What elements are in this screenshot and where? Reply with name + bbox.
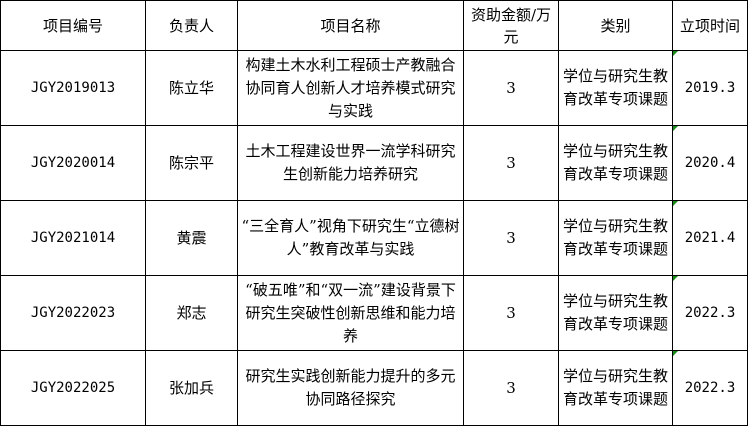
comment-marker-icon bbox=[673, 276, 678, 281]
date-cell: 2021.4 bbox=[672, 200, 748, 276]
header-name: 项目名称 bbox=[237, 0, 464, 51]
date-cell: 2020.4 bbox=[672, 125, 748, 201]
header-date: 立项时间 bbox=[672, 0, 748, 51]
project-id-cell: JGY2020014 bbox=[0, 125, 146, 201]
amount-cell: 3 bbox=[463, 125, 559, 201]
leader-cell: 陈立华 bbox=[145, 50, 238, 126]
project-name-cell: 土木工程建设世界一流学科研究生创新能力培养研究 bbox=[237, 125, 464, 201]
comment-marker-icon bbox=[673, 126, 678, 131]
date-cell: 2022.3 bbox=[672, 275, 748, 351]
project-name-cell: “破五唯”和“双一流”建设背景下研究生突破性创新思维和能力培养 bbox=[237, 275, 464, 351]
header-amount: 资助金额/万元 bbox=[463, 0, 559, 51]
table-row: JGY2019013 陈立华 构建土木水利工程硕士产教融合协同育人创新人才培养模式研… bbox=[0, 50, 748, 126]
project-name-cell: 研究生实践创新能力提升的多元协同路径探究 bbox=[237, 350, 464, 426]
leader-cell: 黄震 bbox=[145, 200, 238, 276]
header-category: 类别 bbox=[558, 0, 673, 51]
amount-cell: 3 bbox=[463, 275, 559, 351]
comment-marker-icon bbox=[673, 201, 678, 206]
leader-cell: 郑志 bbox=[145, 275, 238, 351]
table-row: JGY2022023 郑志 “破五唯”和“双一流”建设背景下研究生突破性创新思维和能… bbox=[0, 275, 748, 351]
date-cell: 2019.3 bbox=[672, 50, 748, 126]
comment-marker-icon bbox=[673, 51, 678, 56]
header-id: 项目编号 bbox=[0, 0, 146, 51]
category-cell: 学位与研究生教育改革专项课题 bbox=[558, 50, 673, 126]
category-cell: 学位与研究生教育改革专项课题 bbox=[558, 200, 673, 276]
category-cell: 学位与研究生教育改革专项课题 bbox=[558, 350, 673, 426]
leader-cell: 张加兵 bbox=[145, 350, 238, 426]
project-id-cell: JGY2022025 bbox=[0, 350, 146, 426]
amount-cell: 3 bbox=[463, 50, 559, 126]
date-cell: 2022.3 bbox=[672, 350, 748, 426]
amount-cell: 3 bbox=[463, 200, 559, 276]
project-id-cell: JGY2022023 bbox=[0, 275, 146, 351]
project-name-cell: 构建土木水利工程硕士产教融合协同育人创新人才培养模式研究与实践 bbox=[237, 50, 464, 126]
project-id-cell: JGY2019013 bbox=[0, 50, 146, 126]
leader-cell: 陈宗平 bbox=[145, 125, 238, 201]
amount-cell: 3 bbox=[463, 350, 559, 426]
project-name-cell: “三全育人”视角下研究生“立德树人”教育改革与实践 bbox=[237, 200, 464, 276]
comment-marker-icon bbox=[673, 351, 678, 356]
header-row: 项目编号 负责人 项目名称 资助金额/万元 类别 立项时间 bbox=[0, 0, 748, 51]
header-leader: 负责人 bbox=[145, 0, 238, 51]
table-row: JGY2022025 张加兵 研究生实践创新能力提升的多元协同路径探究 3 学位与研究生… bbox=[0, 350, 748, 426]
project-id-cell: JGY2021014 bbox=[0, 200, 146, 276]
table-row: JGY2020014 陈宗平 土木工程建设世界一流学科研究生创新能力培养研究 3 学位与… bbox=[0, 125, 748, 201]
table-row: JGY2021014 黄震 “三全育人”视角下研究生“立德树人”教育改革与实践 3 学位… bbox=[0, 200, 748, 276]
category-cell: 学位与研究生教育改革专项课题 bbox=[558, 125, 673, 201]
category-cell: 学位与研究生教育改革专项课题 bbox=[558, 275, 673, 351]
